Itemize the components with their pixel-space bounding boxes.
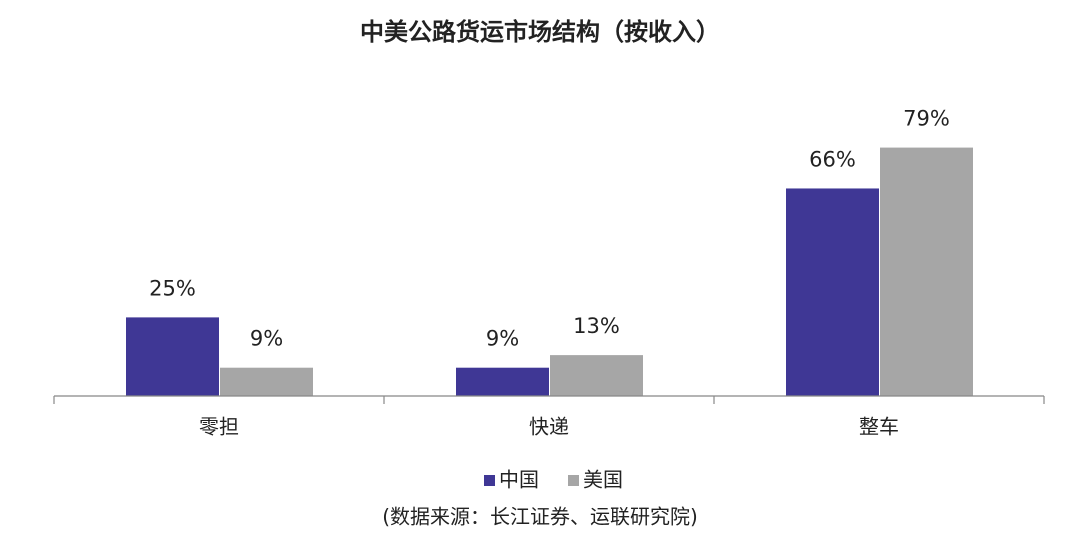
chart-title: 中美公路货运市场结构（按收入） [360, 18, 720, 46]
x-tick-label: 快递 [529, 415, 569, 439]
legend-swatch [568, 475, 579, 486]
legend-swatch [484, 475, 495, 486]
data-label: 79% [903, 107, 950, 131]
source-note: (数据来源：长江证券、运联研究院) [382, 505, 698, 529]
data-label: 9% [250, 327, 283, 351]
bar [550, 355, 643, 396]
bar [126, 317, 219, 396]
x-tick-label: 零担 [199, 415, 239, 439]
bar [880, 147, 973, 396]
legend-label: 美国 [583, 468, 623, 492]
data-label: 13% [573, 314, 620, 338]
bar [456, 367, 549, 396]
data-label: 66% [809, 147, 856, 171]
x-tick-label: 整车 [859, 415, 899, 439]
data-label: 25% [149, 276, 196, 300]
legend-label: 中国 [499, 468, 539, 492]
bar [786, 188, 879, 396]
bar [220, 367, 313, 396]
data-label: 9% [486, 327, 519, 351]
